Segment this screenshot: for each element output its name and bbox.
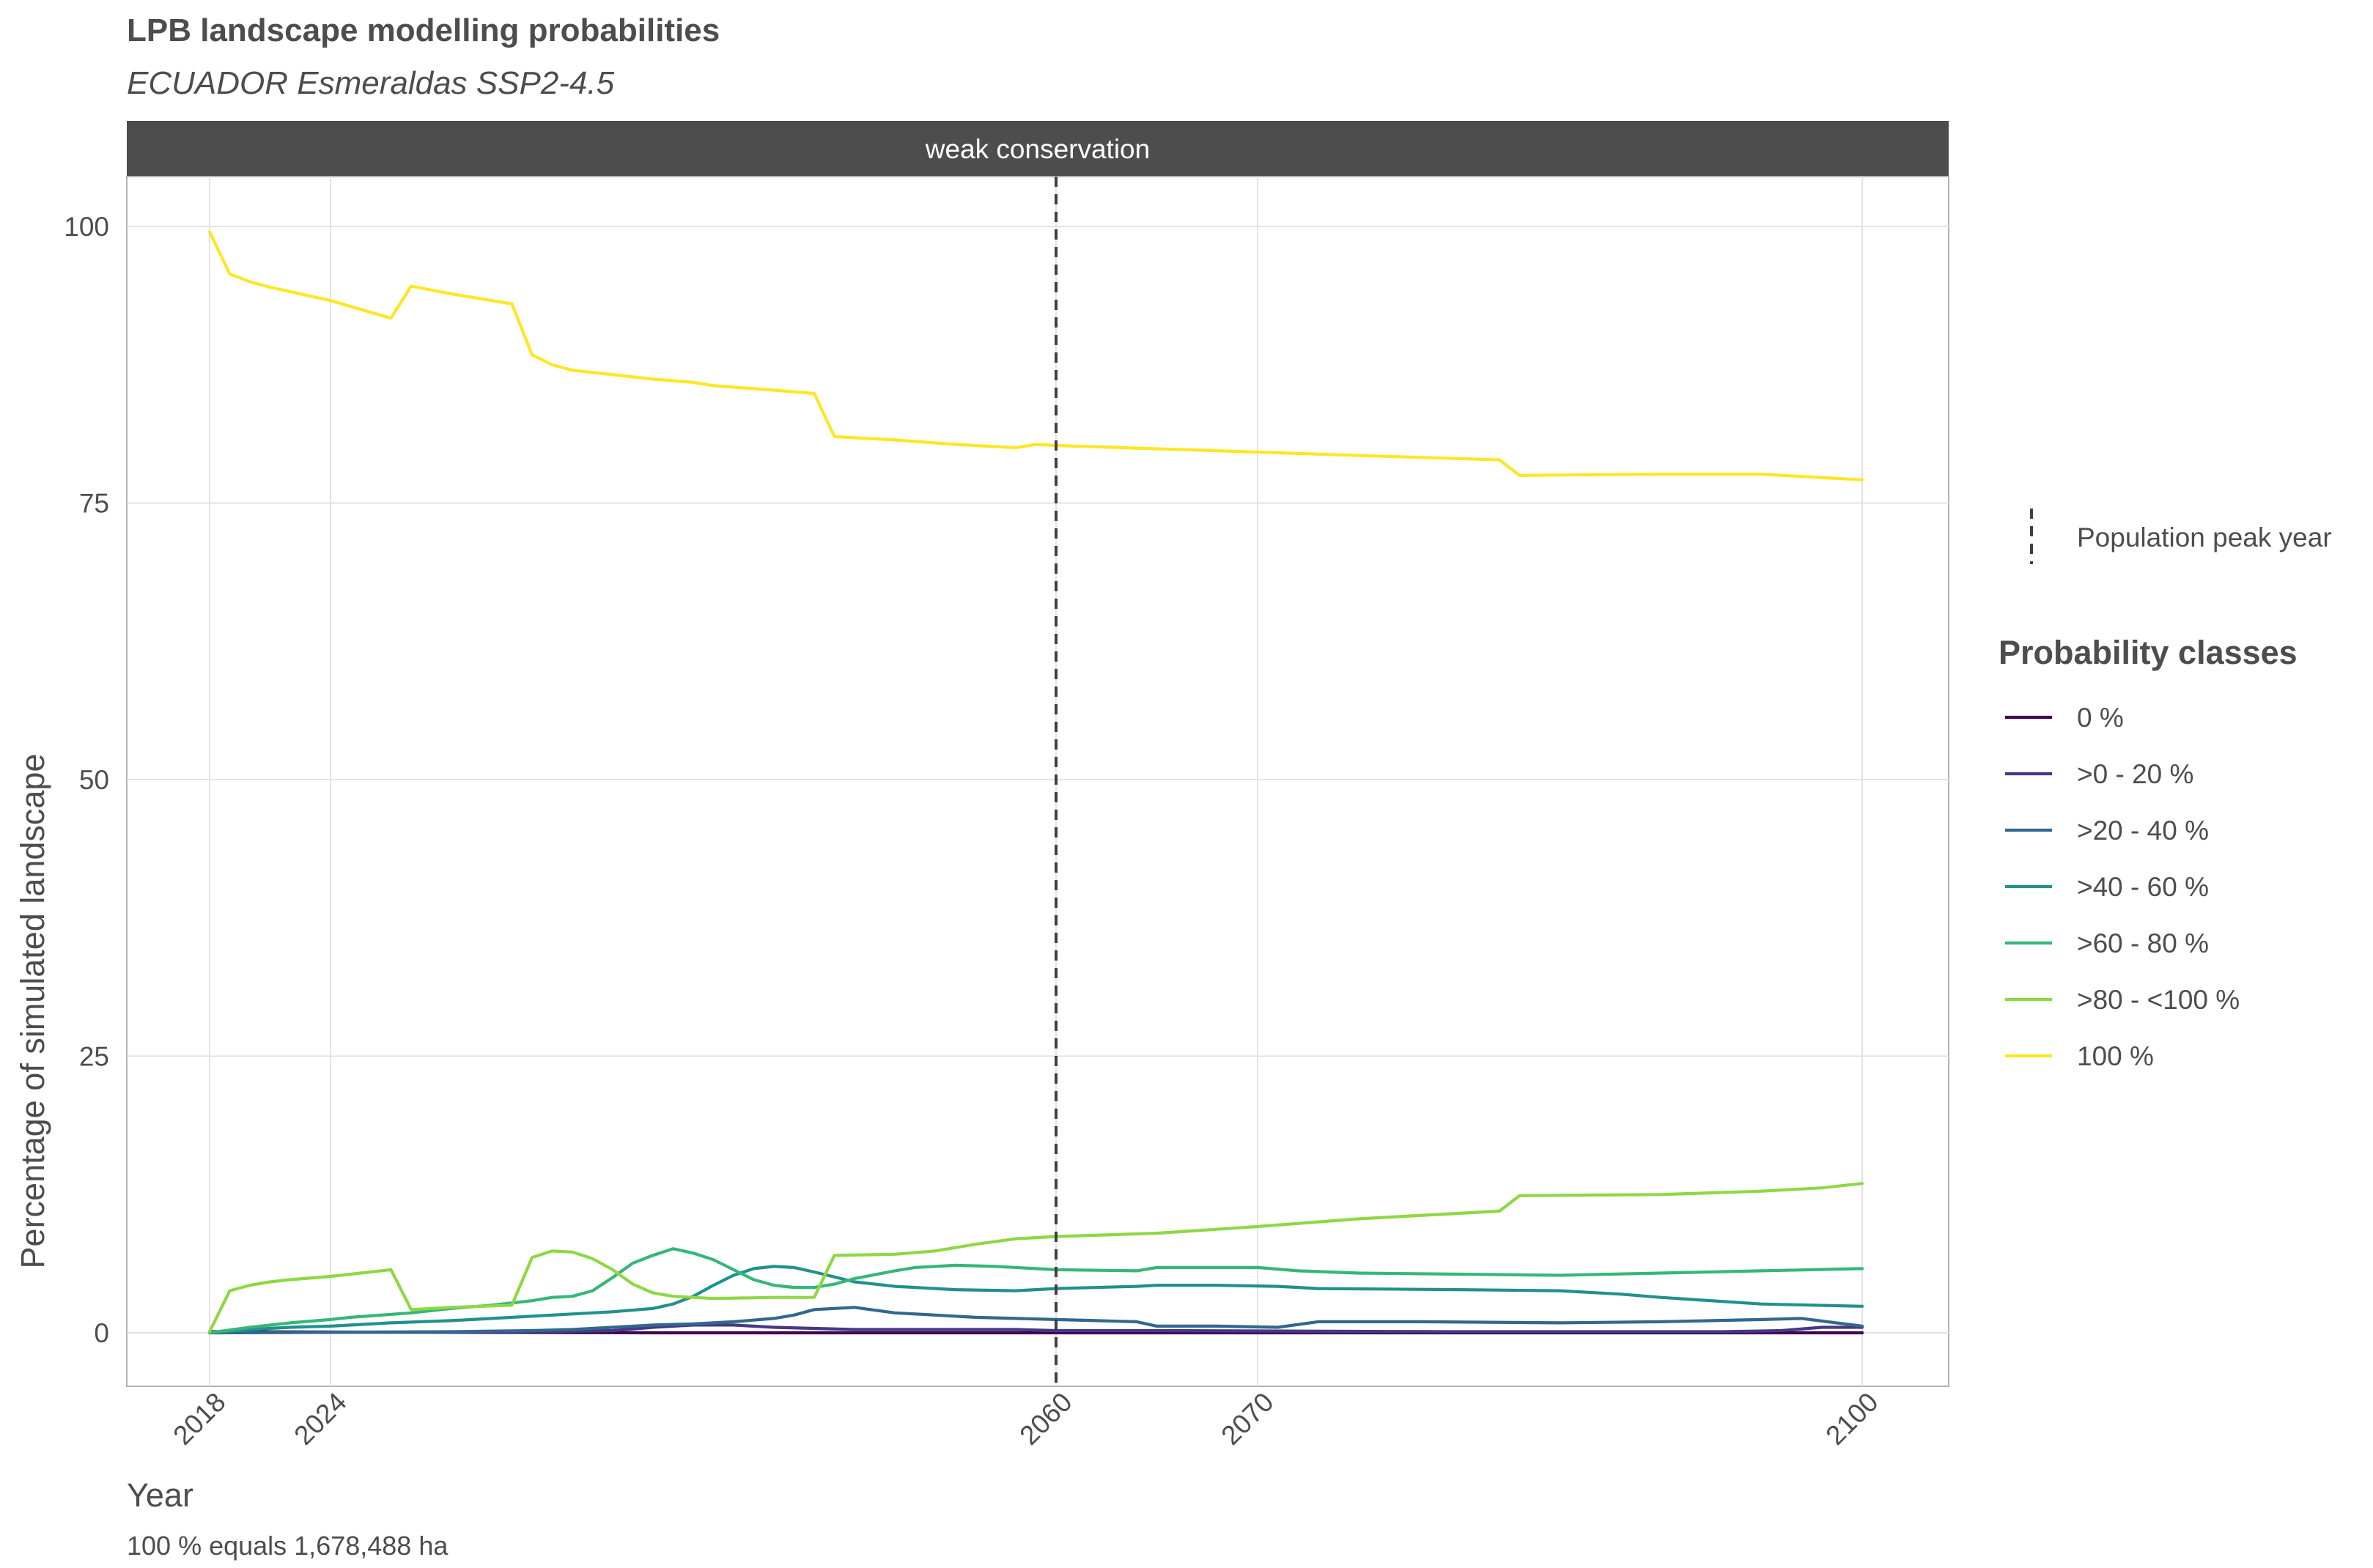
legend-label: >0 - 20 % [2077,759,2193,789]
facet-strip-label: weak conservation [925,134,1150,164]
x-tick-label: 2018 [167,1387,231,1451]
y-tick-label: 50 [79,765,109,795]
x-tick-label: 2060 [1014,1387,1077,1451]
x-axis-title: Year [127,1476,193,1514]
plot-panel: 0 25 50 75 100 2018 2024 2060 2070 2100 [64,176,1949,1451]
chart-subtitle: ECUADOR Esmeraldas SSP2-4.5 [127,65,615,101]
legend-label: >80 - <100 % [2077,985,2240,1015]
x-tick-label: 2100 [1820,1387,1883,1451]
legend-label: >60 - 80 % [2077,928,2209,958]
legend-item: >80 - <100 % [2005,985,2240,1015]
y-axis-title: Percentage of simulated landscape [14,754,51,1269]
x-tick-label: 2070 [1215,1387,1279,1451]
facet-strip: weak conservation [127,121,1949,177]
vline-legend-label: Population peak year [2077,522,2332,552]
legend-title: Probability classes [1999,634,2298,671]
legend-item: 100 % [2005,1041,2154,1071]
legend-item: >40 - 60 % [2005,872,2209,902]
chart-title: LPB landscape modelling probabilities [127,12,720,48]
x-tick-label: 2024 [288,1387,352,1451]
legend: Population peak year Probability classes… [1999,509,2332,1071]
legend-item: >0 - 20 % [2005,759,2193,789]
legend-item: 0 % [2005,703,2124,733]
facet-strip-background [127,121,1949,177]
series-line [207,230,1864,481]
vline-legend: Population peak year [2030,509,2332,564]
legend-item: >60 - 80 % [2005,928,2209,958]
y-tick-label: 25 [79,1042,109,1072]
legend-label: >20 - 40 % [2077,816,2209,846]
y-tick-label: 0 [94,1318,109,1348]
y-tick-label: 100 [64,212,109,242]
series-line [207,1182,1864,1334]
legend-label: 100 % [2077,1041,2154,1071]
chart-caption: 100 % equals 1,678,488 ha [127,1531,449,1561]
series-line [207,1265,1864,1335]
legend-items: 0 % >0 - 20 % >20 - 40 % >40 - 60 % >60 - 80… [2005,703,2240,1071]
legend-label: 0 % [2077,703,2124,733]
legend-item: >20 - 40 % [2005,816,2209,846]
panel-border [126,176,1949,1387]
series-line [207,1306,1864,1335]
legend-label: >40 - 60 % [2077,872,2209,902]
series-line [207,1323,1864,1335]
y-tick-label: 75 [79,489,109,519]
